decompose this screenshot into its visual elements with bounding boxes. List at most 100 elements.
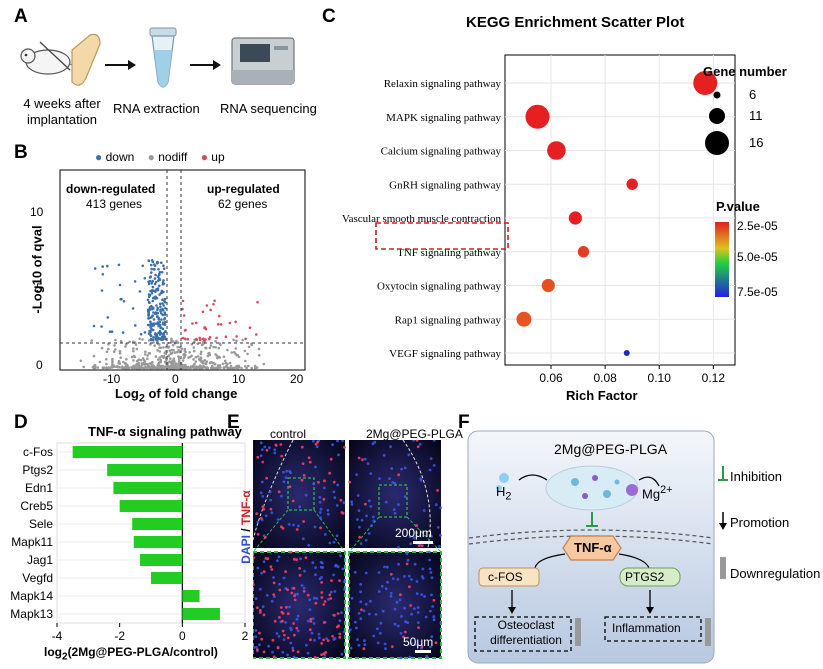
nodiff-point [218,364,222,367]
nodiff-point [174,362,178,365]
dapi-dot [381,609,385,613]
nodiff-point [105,350,109,354]
tnf-dot [420,544,424,548]
down-point [155,262,159,265]
tnf-dot [338,632,342,636]
nodiff-point [205,366,209,369]
x-tick-label: -10 [103,372,121,386]
up-count: 62 genes [218,197,268,211]
dapi-dot [364,571,368,575]
down-point [100,289,104,292]
control-label: control [270,427,307,441]
dapi-dot [317,636,321,640]
dapi-dot [434,503,438,507]
down-point [164,307,167,310]
nodiff-point [192,366,196,370]
dapi-dot [318,511,322,514]
nodiff-point [134,366,137,369]
tnf-dot [295,528,299,531]
kegg-category-label: Relaxin signaling pathway [384,78,502,90]
down-point [92,324,96,328]
scale-label-top: 200μm [395,526,432,540]
nodiff-point [181,359,185,362]
dapi-dot [393,607,397,611]
tnf-dot [256,532,260,536]
down-point [100,325,103,328]
nodiff-point [201,342,205,346]
tnf-dot [293,594,296,598]
material-label: 2Mg@PEG-PLGA [554,441,668,457]
nodiff-point [198,358,201,362]
down-point [101,265,104,268]
nodiff-point [222,355,226,358]
down-point [159,326,163,330]
dapi-dot [287,523,291,526]
tnf-dot [328,593,332,597]
legend-nodiff-icon: ● [147,150,155,164]
inflammation-label: Inflammation [612,621,681,635]
nodiff-point [113,344,116,347]
nodiff-point [180,347,184,351]
tnf-dot [255,606,259,609]
kegg-point [568,211,582,225]
dapi-dot [430,535,433,538]
xlabel-part: log [44,645,62,659]
down-point [141,264,144,268]
dapi-dot [380,584,384,588]
f-legend-icons [718,466,728,579]
down-point [163,323,167,326]
nodiff-point [208,351,211,355]
down-point [118,283,122,287]
tnf-dot [389,572,393,576]
tnf-dot [261,505,265,508]
up-point [183,329,187,332]
tube-icon [149,27,177,88]
tnf-dot [283,633,286,637]
down-point [108,330,112,333]
nodiff-point [196,365,200,369]
dapi-dot [425,654,429,658]
d-category-label: Creb5 [20,499,53,513]
up-point [213,299,216,303]
dapi-dot [430,635,434,639]
zoom-connector [313,509,346,553]
down-point [119,297,122,301]
up-point [181,307,184,311]
tnf-dot [293,633,296,637]
dapi-dot [277,635,281,638]
step-label: RNA extraction [113,101,200,116]
nodiff-point [101,366,105,369]
sequencer-icon [231,37,295,85]
dapi-dot [291,646,295,650]
down-regulated-label: down-regulated [66,182,156,196]
nodiff-point [194,360,198,363]
implant-boundary [402,440,431,549]
nodiff-point [209,344,213,347]
tnf-dot [301,462,305,465]
dapi-dot [397,562,400,566]
up-point [201,310,205,314]
up-point [191,322,194,325]
tnf-dot [320,653,323,656]
dapi-dot [289,641,293,645]
kegg-category-label: Calcium signaling pathway [381,146,502,158]
control-overview-image [253,440,345,548]
legend-down-icon: ● [95,150,103,164]
dapi-dot [421,567,425,571]
down-point [146,298,150,302]
dapi-dot [319,507,323,511]
dapi-dot [333,496,337,500]
dapi-dot [393,511,397,515]
up-point [235,335,238,338]
down-point [148,279,152,283]
tnf-dot [390,645,394,649]
tnf-dot [306,593,310,597]
dapi-dot [370,524,373,528]
down-point [147,300,151,304]
dapi-dot [313,525,317,529]
nodiff-point [182,353,185,356]
nodiff-point [237,355,241,359]
d-category-label: Mapk13 [10,607,53,621]
dapi-dot [259,454,263,458]
nodiff-point [182,366,186,370]
